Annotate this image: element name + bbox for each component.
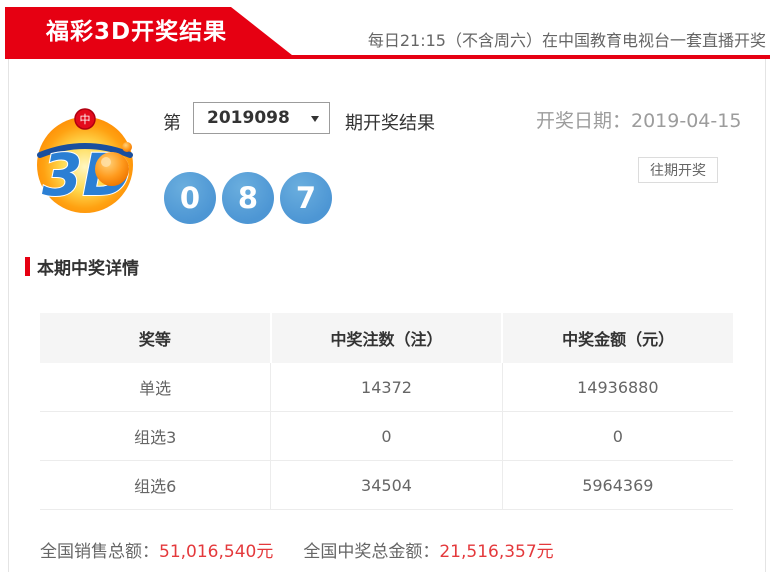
table-row: 组选3 0 0 <box>40 411 733 460</box>
header-ribbon: 福彩3D开奖结果 <box>5 7 297 59</box>
prize-amount: 14936880 <box>501 363 733 411</box>
winner-count: 34504 <box>270 461 501 509</box>
prize-level: 单选 <box>139 379 172 398</box>
sales-total-value: 51,016,540元 <box>159 542 274 562</box>
header-divider <box>8 55 770 59</box>
broadcast-info: 每日21:15（不含周六）在中国教育电视台一套直播开奖 <box>367 31 766 50</box>
winner-count: 0 <box>270 412 501 460</box>
prize-amount: 5964369 <box>501 461 733 509</box>
chevron-down-icon <box>311 116 319 122</box>
draw-date: 开奖日期：2019-04-15 <box>536 110 742 132</box>
issue-prefix-label: 第 <box>163 113 181 134</box>
issue-select-value: 2019098 <box>207 108 290 128</box>
issue-select[interactable]: 2019098 <box>193 102 330 134</box>
column-header: 中奖注数（注） <box>271 313 502 363</box>
lottery-3d-logo-icon: 3D 中 <box>28 103 142 217</box>
column-header: 中奖金额（元） <box>503 313 734 363</box>
table-row: 单选 14372 14936880 <box>40 363 733 411</box>
winning-total-value: 21,516,357元 <box>439 542 554 562</box>
sales-total-label: 全国销售总额： <box>40 542 159 562</box>
past-draws-button[interactable]: 往期开奖 <box>638 157 718 183</box>
page-title: 福彩3D开奖结果 <box>46 19 228 45</box>
table-row: 组选6 34504 5964369 <box>40 460 733 509</box>
number-ball: 8 <box>222 172 274 224</box>
column-header: 奖等 <box>40 313 270 363</box>
section-header: 本期中奖详情 <box>25 254 139 279</box>
prize-amount: 0 <box>501 412 733 460</box>
section-title: 本期中奖详情 <box>37 259 139 279</box>
prize-table: 奖等 中奖注数（注） 中奖金额（元） 单选 14372 14936880 组选3… <box>40 313 734 510</box>
number-ball: 7 <box>280 172 332 224</box>
winning-numbers: 0 8 7 <box>164 172 332 224</box>
issue-suffix-label: 期开奖结果 <box>345 113 435 134</box>
section-accent-bar <box>25 257 30 276</box>
winning-total-label: 全国中奖总金额： <box>303 542 440 562</box>
prize-level: 组选6 <box>134 477 177 496</box>
number-ball: 0 <box>164 172 216 224</box>
table-header-row: 奖等 中奖注数（注） 中奖金额（元） <box>40 313 734 363</box>
emblem-glyph: 中 <box>80 113 91 126</box>
winner-count: 14372 <box>270 363 501 411</box>
prize-level: 组选3 <box>134 428 177 447</box>
national-totals: 全国销售总额： 51,016,540元 全国中奖总金额： 21,516,357元 <box>40 537 554 562</box>
table-body: 单选 14372 14936880 组选3 0 0 组选6 34504 5964… <box>40 363 733 510</box>
